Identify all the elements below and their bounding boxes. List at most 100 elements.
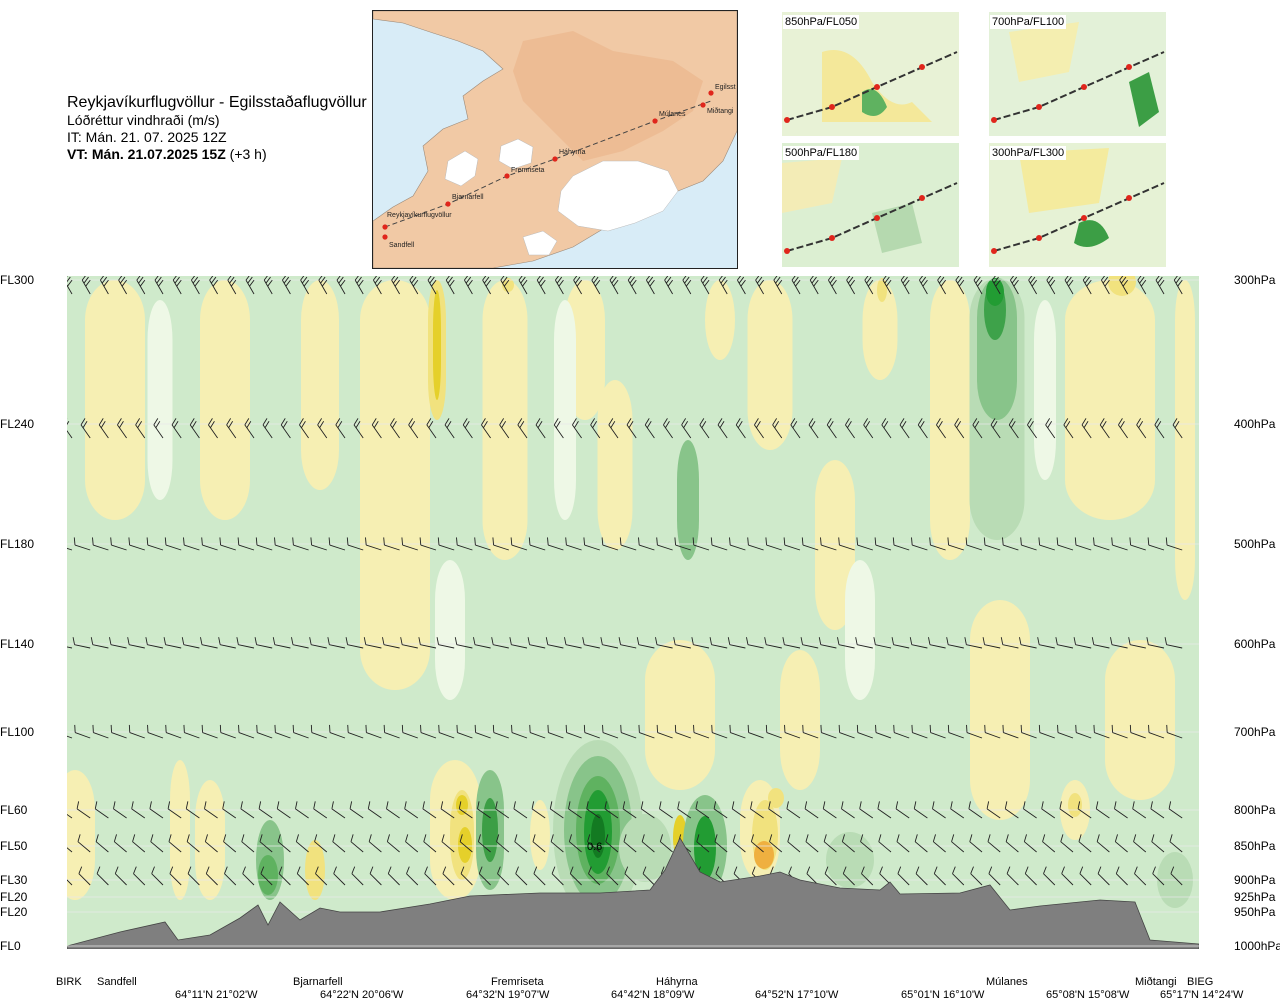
wind-barb (168, 834, 182, 853)
wind-barb (420, 724, 437, 739)
wind-barb (315, 866, 328, 886)
wind-barb (783, 537, 801, 551)
vv-contour (67, 770, 95, 900)
wind-barb (383, 537, 400, 551)
vv-contour (780, 650, 820, 790)
wind-barb (109, 637, 127, 649)
wind-barb (329, 724, 346, 739)
wind-barb (700, 276, 710, 295)
wind-barb (295, 834, 309, 853)
wind-barb (786, 801, 801, 819)
wind-barb (78, 866, 91, 886)
vv-contour (1068, 793, 1082, 817)
wind-barb (1128, 637, 1146, 649)
wind-barb (418, 637, 437, 649)
wind-barb (1093, 724, 1110, 739)
right-axis-tick-label: 600hPa (1234, 637, 1276, 651)
right-axis-tick-label: 850hPa (1234, 839, 1276, 853)
wind-barb (146, 537, 164, 551)
wind-barb (1020, 724, 1037, 739)
wind-barb (1082, 276, 1092, 295)
bottom-axis: BIRK Sandfell Bjarnarfell Fremriseta Háhyrna… (56, 976, 1244, 1001)
wind-barb (986, 801, 1001, 819)
wind-barb (1093, 537, 1110, 551)
wind-barb (619, 537, 637, 551)
wind-barb (696, 834, 710, 853)
wind-barb (272, 637, 291, 649)
wind-barb (747, 724, 764, 739)
coordinate-label: 64°32'N 19°07'W (466, 989, 550, 1001)
wind-barb (218, 637, 236, 649)
wind-barb (659, 801, 673, 819)
wind-barb (259, 834, 273, 853)
wind-barb (189, 418, 200, 439)
wind-barb (717, 418, 728, 439)
wind-barb (838, 537, 855, 551)
wind-barb (354, 276, 364, 295)
wind-barb (67, 276, 73, 295)
wind-barb (673, 637, 691, 649)
terrain-profile (67, 837, 1199, 949)
wind-barb (80, 418, 91, 439)
wind-barb (655, 637, 673, 649)
wind-barb (1097, 866, 1110, 886)
panel-850hpa-point (919, 64, 925, 70)
panel-300hpa-point (1126, 195, 1132, 201)
wind-barb (1148, 724, 1165, 739)
wind-barb (442, 866, 455, 886)
wind-barb (350, 834, 364, 853)
wind-barb (988, 866, 1001, 886)
wind-barb (135, 418, 146, 439)
wind-barb (982, 637, 1001, 649)
wind-barb (409, 276, 419, 295)
wind-barb (400, 637, 418, 649)
map-station-dot (382, 234, 388, 240)
wind-barb (153, 418, 164, 439)
wind-barb (353, 418, 364, 439)
left-axis-tick-label: FL30 (0, 873, 28, 887)
wind-barb (864, 276, 874, 295)
wind-barb (732, 834, 746, 853)
wind-barb (127, 637, 145, 649)
wind-barb (947, 537, 964, 551)
wind-barb (346, 537, 364, 551)
wind-barb (624, 866, 637, 886)
wind-barb (1155, 276, 1165, 295)
left-axis: FL300 FL240 FL180 FL140 FL100 FL60 FL50 FL30 FL2… (0, 273, 34, 953)
wind-barb (809, 276, 819, 295)
wind-barb (929, 724, 946, 739)
map-station-dot (552, 156, 558, 162)
wind-barb (1059, 801, 1074, 819)
wind-barb (861, 866, 874, 886)
vv-contour (597, 380, 633, 550)
wind-barb (711, 724, 728, 739)
wind-barb (511, 724, 528, 739)
wind-barb (132, 834, 146, 853)
wind-barb (1146, 637, 1165, 649)
wind-barb (769, 834, 783, 853)
wind-barb (691, 637, 710, 649)
wind-barb (987, 834, 1001, 853)
wind-barb (874, 537, 892, 551)
wind-barb (336, 276, 346, 295)
wind-barb (845, 418, 855, 439)
wind-barb (1165, 537, 1183, 551)
wind-barb (94, 801, 109, 819)
wind-barb (363, 637, 382, 649)
wind-barb (627, 276, 637, 295)
wind-barb (427, 276, 437, 295)
wind-barb (973, 276, 983, 295)
right-axis-tick-label: 800hPa (1234, 803, 1276, 817)
wind-barb (295, 801, 309, 819)
wind-barb (422, 801, 437, 819)
panel-500hpa-route (786, 182, 958, 252)
wind-barb (365, 724, 382, 739)
map-station-label: Sandfell (389, 242, 415, 249)
wind-barb (1027, 418, 1037, 439)
wind-barb (641, 834, 655, 853)
map-glacier-langjokull (444, 150, 479, 187)
wind-barb (936, 418, 946, 439)
wind-barb (572, 418, 582, 439)
wind-barb (1037, 637, 1055, 649)
wind-barb (459, 834, 473, 853)
